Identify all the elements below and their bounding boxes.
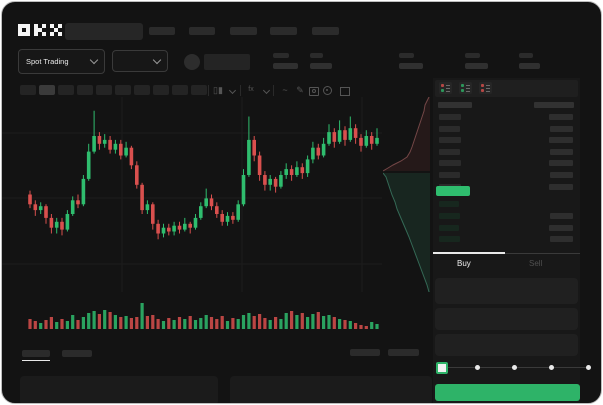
bottom-action-0[interactable] <box>350 349 380 356</box>
fullscreen-icon[interactable] <box>340 87 350 96</box>
slider-handle[interactable] <box>436 362 448 374</box>
timeframe-button-1[interactable] <box>39 85 55 95</box>
tab-buy[interactable]: Buy <box>457 259 471 268</box>
nav-item-0[interactable] <box>149 27 175 35</box>
tab-sell[interactable]: Sell <box>529 259 543 268</box>
line-tool-icon[interactable]: ~ <box>282 85 288 95</box>
okx-logo[interactable] <box>18 24 62 36</box>
orderbook-toolbar <box>435 80 578 97</box>
timeframe-button-8[interactable] <box>172 85 188 95</box>
bottom-panel-1 <box>230 376 432 403</box>
bottom-action-1[interactable] <box>388 349 419 356</box>
trading-mode-select[interactable]: Spot Trading <box>18 49 105 74</box>
pair-select[interactable] <box>112 50 168 72</box>
draw-tool-icon[interactable]: ✎ <box>296 85 304 95</box>
bottom-active-tab-indicator <box>22 360 50 361</box>
timeframe-button-5[interactable] <box>115 85 131 95</box>
nav-item-2[interactable] <box>230 27 257 35</box>
buy-button[interactable] <box>435 384 580 401</box>
book-asks-icon[interactable] <box>479 82 492 94</box>
active-tab-indicator <box>433 252 505 254</box>
settings-target-icon[interactable] <box>323 86 332 95</box>
bottom-panel-0 <box>20 376 218 403</box>
last-price-bar[interactable] <box>436 186 470 196</box>
chart-type-icon[interactable]: ▯▮ <box>213 85 223 95</box>
camera-icon[interactable] <box>309 87 319 96</box>
bottom-tab-1[interactable] <box>62 350 92 357</box>
tab-divider <box>433 253 580 254</box>
slider-stop-4[interactable] <box>586 365 591 370</box>
search-input[interactable] <box>65 23 143 40</box>
coin-avatar[interactable] <box>184 54 200 70</box>
nav-item-1[interactable] <box>189 27 215 35</box>
timeframe-button-9[interactable] <box>191 85 207 95</box>
order-input-0[interactable] <box>435 278 578 304</box>
depth-chart <box>383 97 430 292</box>
indicators-icon[interactable]: fx <box>248 86 254 93</box>
pair-name-placeholder[interactable] <box>204 54 250 70</box>
nav-item-4[interactable] <box>312 27 339 35</box>
bottom-tab-0[interactable] <box>22 350 50 357</box>
slider-stop-2[interactable] <box>512 365 517 370</box>
timeframe-button-6[interactable] <box>134 85 150 95</box>
nav-item-3[interactable] <box>270 27 297 35</box>
order-input-1[interactable] <box>435 308 578 330</box>
slider-stop-3[interactable] <box>549 365 554 370</box>
timeframe-button-0[interactable] <box>20 85 36 95</box>
timeframe-button-2[interactable] <box>58 85 74 95</box>
order-input-2[interactable] <box>435 334 578 356</box>
trading-mode-label: Spot Trading <box>26 57 69 66</box>
slider-stop-1[interactable] <box>475 365 480 370</box>
timeframe-button-4[interactable] <box>96 85 112 95</box>
logo-letter-o <box>18 24 30 36</box>
book-bids-icon[interactable] <box>459 82 472 94</box>
logo-letter-k <box>34 24 46 36</box>
logo-letter-x <box>50 24 62 36</box>
timeframe-button-7[interactable] <box>153 85 169 95</box>
candlestick-chart[interactable] <box>2 2 432 404</box>
timeframe-button-3[interactable] <box>77 85 93 95</box>
book-both-icon[interactable] <box>439 82 452 94</box>
